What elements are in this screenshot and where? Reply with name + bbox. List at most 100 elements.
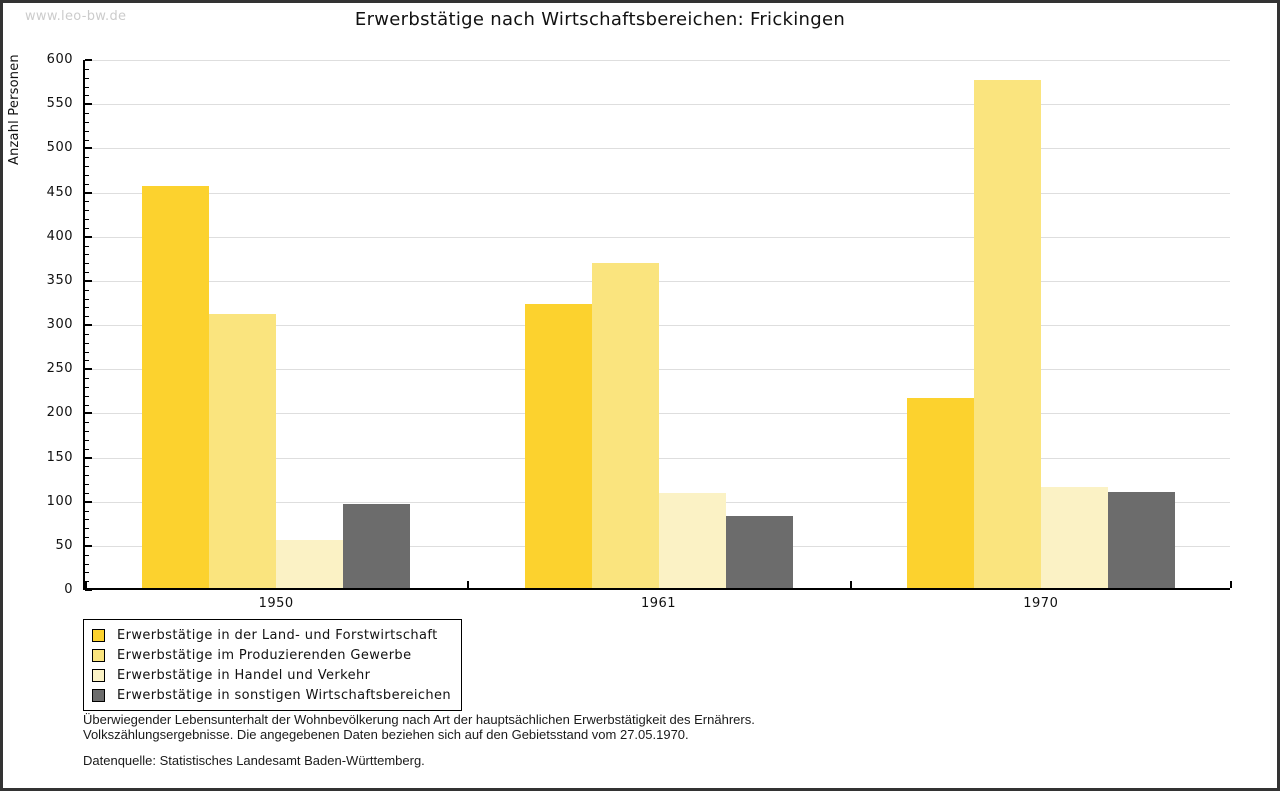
x-boundary-tick-3	[1230, 581, 1232, 588]
y-minor-tick-590	[85, 68, 89, 70]
legend-label-1: Erwerbstätige in der Land- und Forstwirt…	[117, 627, 438, 643]
legend-label-2: Erwerbstätige im Produzierenden Gewerbe	[117, 647, 412, 663]
y-minor-tick-210	[85, 404, 89, 406]
y-minor-tick-340	[85, 289, 89, 291]
y-minor-tick-320	[85, 307, 89, 309]
y-major-tick-550	[85, 103, 92, 106]
y-major-tick-450	[85, 191, 92, 194]
y-minor-tick-480	[85, 166, 89, 167]
bar-1970-series-4	[1107, 491, 1175, 588]
y-minor-tick-460	[85, 183, 89, 185]
y-minor-tick-430	[85, 210, 89, 212]
y-minor-tick-490	[85, 157, 89, 159]
y-major-tick-350	[85, 279, 92, 282]
y-major-tick-500	[85, 147, 92, 150]
y-minor-tick-280	[85, 342, 89, 344]
bar-1961-series-1	[524, 303, 592, 588]
y-minor-tick-440	[85, 201, 89, 203]
legend-swatch-1	[92, 628, 105, 642]
y-axis-title: Anzahl Personen	[7, 54, 22, 165]
y-major-tick-600	[85, 59, 92, 61]
y-minor-tick-360	[85, 272, 89, 273]
y-minor-tick-40	[85, 554, 89, 556]
x-boundary-tick-1	[467, 581, 470, 588]
x-category-label-1961: 1961	[640, 596, 677, 611]
y-minor-tick-520	[85, 130, 89, 132]
y-minor-tick-470	[85, 174, 89, 176]
footnote-line-1: Überwiegender Lebensunterhalt der Wohnbe…	[83, 712, 755, 727]
y-minor-tick-220	[85, 395, 89, 397]
y-major-tick-200	[85, 412, 92, 415]
y-tick-label-450: 450	[46, 184, 73, 200]
legend-swatch-2	[92, 648, 105, 662]
legend-row-4: Erwerbstätige in sonstigen Wirtschaftsbe…	[92, 685, 451, 705]
y-minor-tick-390	[85, 245, 89, 247]
y-minor-tick-160	[85, 448, 89, 450]
y-minor-tick-580	[85, 77, 89, 79]
y-minor-tick-140	[85, 466, 89, 468]
y-major-tick-400	[85, 235, 92, 238]
legend: Erwerbstätige in der Land- und Forstwirt…	[83, 619, 463, 711]
y-major-tick-100	[85, 500, 92, 503]
y-tick-label-100: 100	[46, 493, 73, 509]
y-tick-label-550: 550	[46, 96, 73, 112]
bar-1970-series-2	[973, 80, 1041, 588]
gridline-600	[85, 60, 1230, 61]
legend-row-2: Erwerbstätige im Produzierenden Gewerbe	[92, 645, 451, 665]
bar-1950-series-2	[209, 314, 277, 588]
y-minor-tick-60	[85, 537, 89, 538]
y-minor-tick-510	[85, 139, 89, 141]
x-boundary-tick-0	[85, 581, 87, 588]
y-major-tick-250	[85, 368, 92, 371]
bar-1961-series-2	[591, 262, 659, 588]
chart-title: Erwerbstätige nach Wirtschaftsbereichen:…	[354, 9, 846, 30]
y-tick-label-0: 0	[64, 582, 73, 597]
legend-swatch-4	[92, 688, 105, 702]
footnote: Überwiegender Lebensunterhalt der Wohnbe…	[83, 712, 755, 742]
legend-label-4: Erwerbstätige in sonstigen Wirtschaftsbe…	[117, 687, 452, 703]
y-minor-tick-230	[85, 386, 89, 388]
y-minor-tick-190	[85, 422, 89, 424]
y-minor-tick-410	[85, 227, 89, 229]
y-minor-tick-540	[85, 113, 89, 114]
data-source: Datenquelle: Statistisches Landesamt Bad…	[83, 753, 425, 768]
bar-1950-series-4	[343, 504, 411, 588]
legend-row-3: Erwerbstätige in Handel und Verkehr	[92, 665, 451, 685]
y-minor-tick-10	[85, 581, 89, 583]
gridline-400	[85, 236, 1230, 238]
footnote-line-2: Volkszählungsergebnisse. Die angegebenen…	[83, 727, 689, 742]
x-boundary-tick-2	[849, 581, 852, 588]
bar-1961-series-3	[658, 493, 726, 588]
x-category-label-1970: 1970	[1023, 596, 1059, 611]
y-minor-tick-330	[85, 298, 89, 300]
y-minor-tick-560	[85, 95, 89, 97]
bar-1950-series-3	[276, 540, 344, 588]
y-tick-label-250: 250	[46, 361, 73, 377]
y-minor-tick-380	[85, 254, 89, 256]
legend-label-3: Erwerbstätige in Handel und Verkehr	[117, 667, 371, 683]
plot-area: 0 50 100 150 200 250 300 350 400 450 500 550 600 1950…	[47, 52, 1232, 611]
y-minor-tick-260	[85, 360, 89, 362]
legend-swatch-3	[92, 668, 105, 682]
y-minor-tick-80	[85, 519, 89, 521]
y-tick-label-600: 600	[46, 52, 73, 67]
gridline-500	[85, 148, 1230, 150]
x-category-label-1950: 1950	[258, 596, 294, 611]
legend-row-1: Erwerbstätige in der Land- und Forstwirt…	[92, 625, 451, 645]
y-minor-tick-170	[85, 439, 89, 441]
y-minor-tick-20	[85, 572, 89, 574]
y-minor-tick-370	[85, 263, 89, 265]
y-tick-label-500: 500	[46, 140, 73, 156]
y-major-tick-0	[85, 589, 92, 591]
y-minor-tick-130	[85, 475, 89, 477]
y-tick-label-150: 150	[46, 449, 73, 465]
y-tick-label-300: 300	[46, 317, 73, 332]
y-minor-tick-30	[85, 563, 89, 565]
y-tick-label-50: 50	[55, 537, 73, 553]
y-major-tick-300	[85, 324, 92, 326]
gridline-450	[85, 192, 1230, 194]
bar-1970-series-3	[1040, 487, 1108, 588]
y-minor-tick-180	[85, 431, 89, 432]
bar-1950-series-1	[142, 186, 210, 588]
